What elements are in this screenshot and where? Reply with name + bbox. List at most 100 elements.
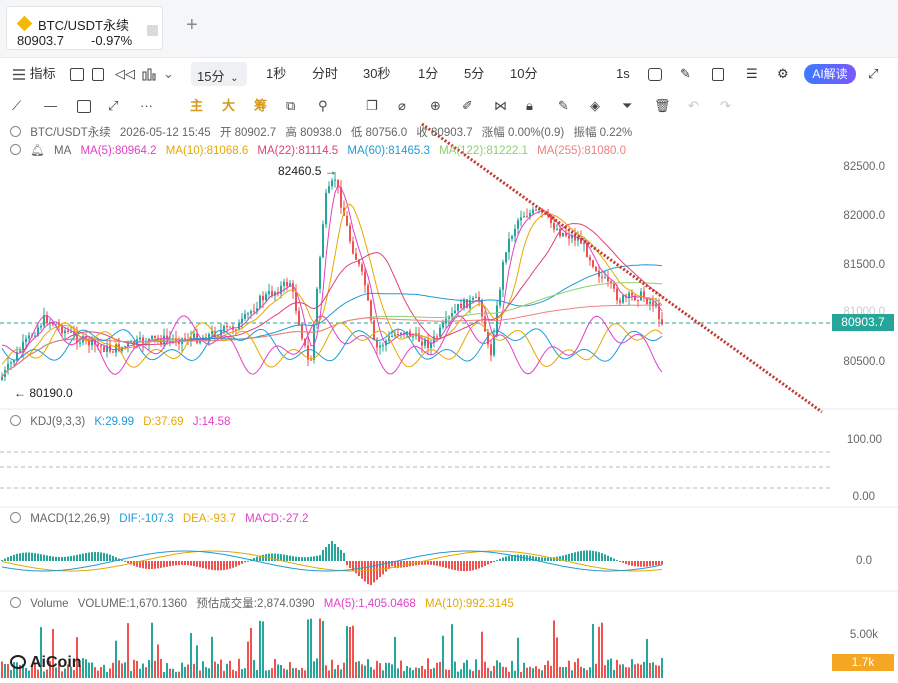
realtime-button[interactable]: 1s <box>616 66 630 81</box>
chevron-down-icon[interactable]: ⌄ <box>163 66 174 81</box>
eye-icon[interactable] <box>10 512 21 523</box>
candle-body <box>505 252 507 263</box>
candle-body <box>142 337 144 345</box>
bell-icon[interactable]: 🔔︎ <box>30 145 45 157</box>
macd-bar <box>607 555 609 561</box>
macd-bar <box>193 561 195 567</box>
macd-bar <box>223 561 225 571</box>
volume-bar <box>151 622 153 678</box>
layout-icon[interactable] <box>70 66 84 82</box>
camera-icon[interactable] <box>648 66 662 82</box>
kline-chart[interactable] <box>0 122 898 683</box>
volume-bar <box>595 663 597 678</box>
volume-bar <box>217 663 219 678</box>
candle-body <box>397 333 399 335</box>
undo-icon[interactable]: ↶ <box>688 98 699 113</box>
volume-bar <box>166 663 168 678</box>
main-force-button[interactable]: 主 <box>190 98 204 113</box>
volume-bar <box>214 661 216 678</box>
redo-icon[interactable]: ↷ <box>720 98 731 113</box>
volume-bar <box>118 660 120 678</box>
filter-icon[interactable]: ⏷ <box>622 98 633 113</box>
brush-icon[interactable]: ✐ <box>462 98 473 113</box>
volume-bar <box>520 671 522 678</box>
volume-bar <box>451 624 453 678</box>
eye-icon[interactable] <box>10 415 21 426</box>
edit-icon[interactable]: ✎ <box>558 98 569 113</box>
macd-bar <box>28 552 30 561</box>
price-axis-label: 82000.0 <box>843 210 885 222</box>
macd-bar <box>121 560 123 562</box>
eye-icon[interactable] <box>10 597 21 608</box>
candle-body <box>316 288 318 325</box>
magnet-icon[interactable]: ⧉ <box>286 98 296 113</box>
candle-body <box>28 335 30 339</box>
candle-body <box>328 186 330 193</box>
indicators-label: 指标 <box>29 66 56 81</box>
list-icon[interactable]: ☰ <box>746 66 758 81</box>
copy-icon[interactable]: ❐ <box>366 98 378 113</box>
macd-bar <box>499 558 501 561</box>
macd-bar <box>295 556 297 561</box>
macd-bar <box>13 554 15 561</box>
share-icon[interactable] <box>712 66 724 82</box>
indicators-button[interactable]: 指标 <box>12 66 56 82</box>
interval-timeline[interactable]: 分时 <box>312 66 339 81</box>
zoom-icon[interactable]: ⊕ <box>430 98 441 113</box>
ai-analysis-button[interactable]: AI解读 <box>804 64 856 84</box>
tab-close-icon[interactable] <box>147 25 158 36</box>
volume-bar <box>4 663 6 678</box>
trash-icon[interactable]: 🗑︎ <box>654 98 671 113</box>
volume-bar <box>358 661 360 678</box>
interval-30s[interactable]: 30秒 <box>363 66 391 81</box>
candle-body <box>265 294 267 301</box>
interval-10m[interactable]: 10分 <box>510 66 538 81</box>
measure-icon[interactable]: ⚲ <box>318 98 328 113</box>
trend-line-drawing[interactable] <box>421 122 823 414</box>
eye-icon[interactable] <box>10 144 21 155</box>
ruler-icon[interactable]: ⌀ <box>398 98 406 113</box>
volume-bar <box>631 659 633 678</box>
volume-bar <box>517 637 519 678</box>
chip-button[interactable]: 筹 <box>254 98 268 113</box>
interval-1m[interactable]: 1分 <box>418 66 439 81</box>
candle-body <box>481 300 483 317</box>
tab-change: -0.97% <box>91 33 133 48</box>
trend-line-icon[interactable]: ⟋ <box>12 98 22 113</box>
tab-btc-usdt[interactable]: BTC/USDT永续 80903.7 -0.97% <box>6 6 163 50</box>
pattern-icon[interactable]: ⋈ <box>494 98 507 113</box>
volume-axis-label: 5.00k <box>849 629 878 641</box>
volume-bar <box>112 662 114 678</box>
volume-bar <box>22 664 24 678</box>
volume-bar <box>463 662 465 678</box>
volume-label: Volume <box>30 598 69 610</box>
candle-body <box>436 336 438 338</box>
volume-bar <box>442 635 444 678</box>
settings-icon[interactable]: ⚙ <box>777 66 789 81</box>
candle-body <box>622 295 624 303</box>
fullscreen-icon[interactable]: ⤢ <box>868 66 879 81</box>
replay-icon[interactable]: ◁◁ <box>115 66 135 81</box>
interval-1s[interactable]: 1秒 <box>266 66 287 81</box>
candle-body <box>247 313 249 315</box>
rectangle-icon[interactable] <box>77 98 91 114</box>
lock-icon[interactable]: 🔒︎ <box>526 98 533 113</box>
big-order-button[interactable]: 大 <box>222 98 236 113</box>
volume-bar <box>301 668 303 678</box>
candle-body <box>70 331 72 333</box>
macd-bar <box>616 560 618 562</box>
ray-icon[interactable]: ⤢ <box>108 98 119 113</box>
eye-icon[interactable] <box>10 126 21 137</box>
visibility-icon[interactable]: ◈ <box>590 98 600 113</box>
horizontal-line-icon[interactable]: — <box>44 98 57 113</box>
more-icon[interactable]: ··· <box>140 98 153 113</box>
chart-type-icon[interactable] <box>142 66 156 82</box>
candle-body <box>7 363 9 370</box>
add-tab-icon[interactable]: + <box>186 14 198 36</box>
interval-select[interactable]: 15分 ⌄ <box>191 62 247 86</box>
grid-icon[interactable] <box>92 66 104 82</box>
candle-body <box>511 236 513 239</box>
interval-5m[interactable]: 5分 <box>464 66 485 81</box>
macd-bar <box>370 561 372 586</box>
pen-icon[interactable]: ✎ <box>680 66 691 81</box>
